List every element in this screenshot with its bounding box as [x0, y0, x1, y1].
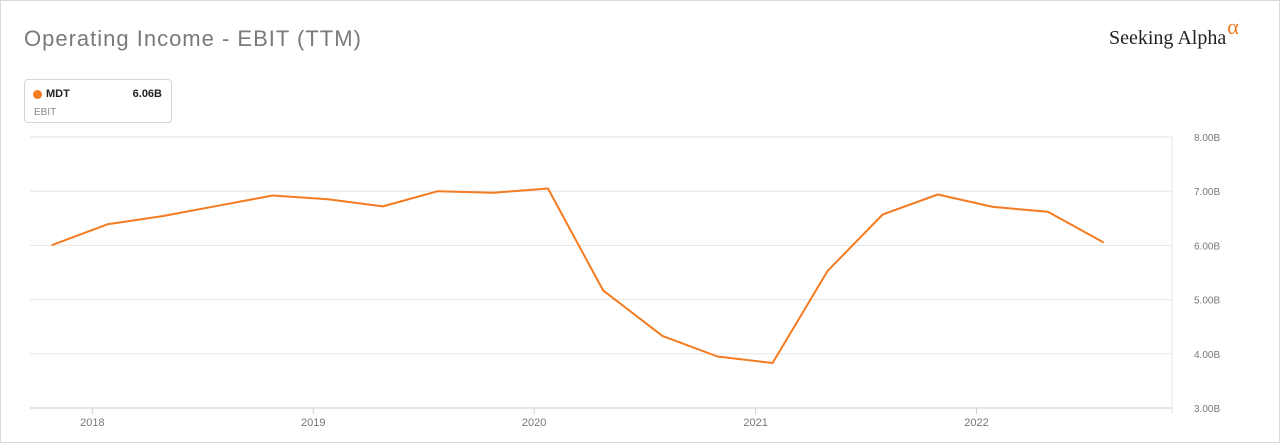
gridlines [30, 136, 1173, 414]
series-line-mdt [51, 187, 1104, 364]
y-tick-label: 7.00B [1194, 187, 1220, 198]
brand-logo[interactable]: Seeking Alphaα [1109, 14, 1239, 50]
x-tick-label: 2018 [80, 417, 104, 429]
y-tick-label: 5.00B [1194, 296, 1220, 307]
y-tick-label: 8.00B [1194, 133, 1220, 144]
y-tick-label: 3.00B [1194, 404, 1220, 415]
y-tick-label: 4.00B [1194, 350, 1220, 361]
series-dot-icon [33, 90, 42, 99]
legend-value: 6.06B [132, 88, 162, 100]
legend-box[interactable]: MDT 6.06B EBIT [24, 79, 172, 123]
y-tick-label: 6.00B [1194, 241, 1220, 252]
brand-text: Seeking Alpha [1109, 27, 1227, 49]
legend-subtitle: EBIT [34, 107, 57, 118]
legend-ticker: MDT [46, 88, 70, 100]
y-axis: 8.00B 7.00B 6.00B 5.00B 4.00B 3.00B [1194, 133, 1220, 415]
chart-title: Operating Income - EBIT (TTM) [24, 26, 362, 51]
x-tick-label: 2020 [522, 417, 546, 429]
x-tick-label: 2019 [301, 417, 325, 429]
x-tick-label: 2021 [743, 417, 767, 429]
alpha-icon: α [1227, 14, 1239, 39]
x-axis: 2018 2019 2020 2021 2022 [80, 408, 989, 429]
series-group [51, 187, 1104, 364]
x-tick-label: 2022 [964, 417, 988, 429]
